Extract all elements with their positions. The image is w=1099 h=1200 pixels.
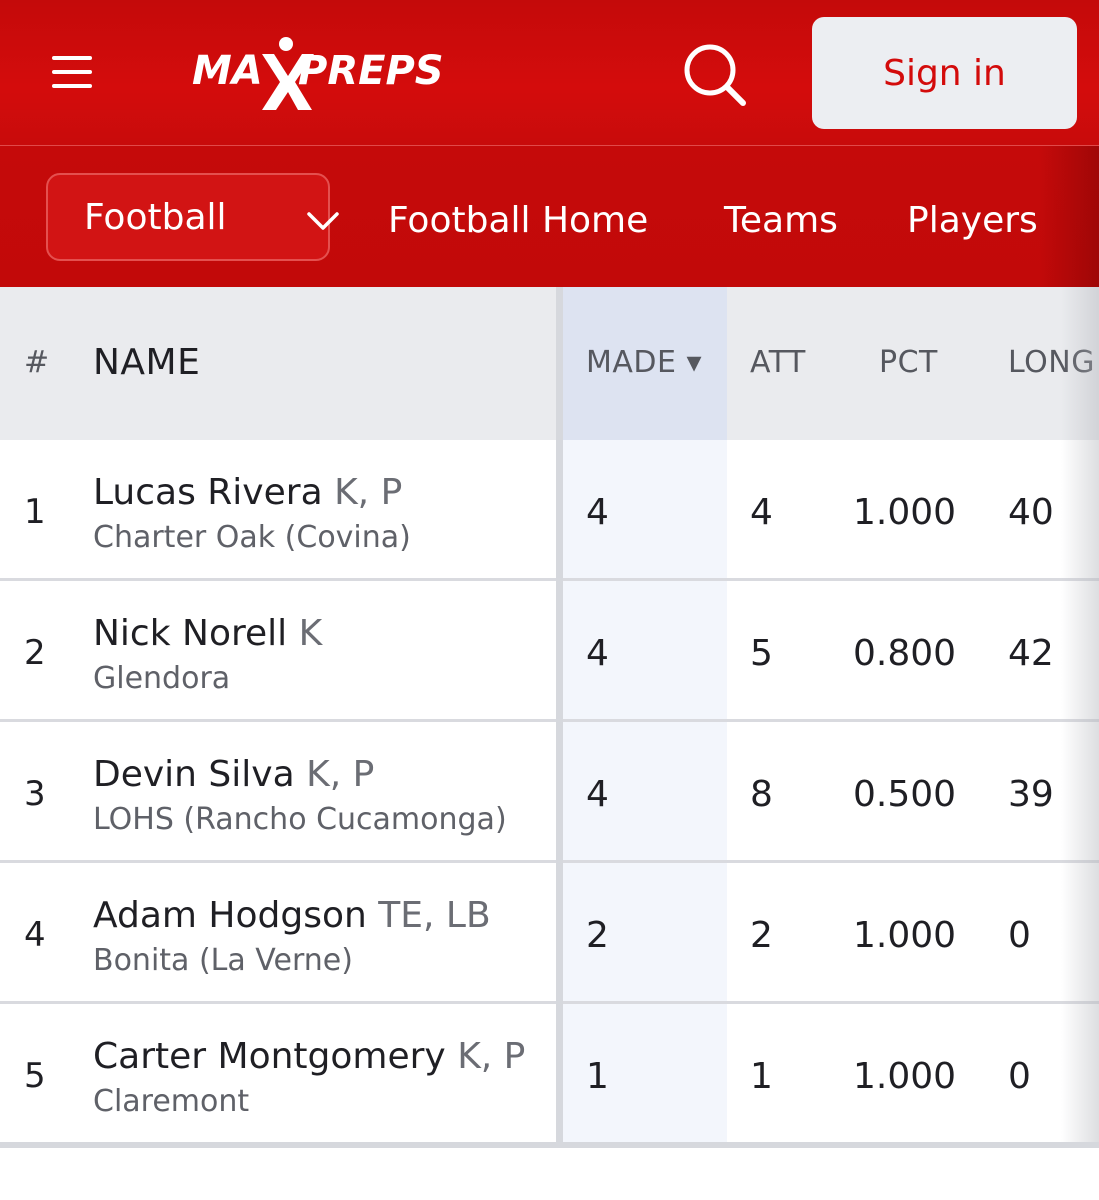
cell-made: 2 [586, 915, 609, 956]
column-header-rank[interactable]: # [24, 345, 50, 380]
search-button[interactable] [680, 42, 750, 108]
chevron-down-icon [307, 212, 339, 230]
cell-long: 39 [1008, 774, 1054, 815]
sport-dropdown-label: Football [84, 196, 227, 238]
player-name[interactable]: Adam Hodgson [93, 895, 367, 936]
cell-long: 0 [1008, 915, 1031, 956]
table-row[interactable]: 1 Lucas Rivera K, P Charter Oak (Covina)… [0, 440, 1099, 581]
cell-pct: 0.800 [853, 633, 957, 674]
table-row[interactable]: 5 Carter Montgomery K, P Claremont 1 1 1… [0, 1004, 1099, 1145]
player-school[interactable]: Bonita (La Verne) [93, 943, 353, 978]
player-school[interactable]: Charter Oak (Covina) [93, 520, 411, 555]
player-position: K, P [306, 754, 375, 795]
row-rank: 1 [24, 492, 46, 532]
logo-x-figure [262, 37, 314, 110]
player-name[interactable]: Carter Montgomery [93, 1036, 446, 1077]
maxpreps-logo[interactable]: MA PREPS [190, 32, 450, 114]
sorted-column-bg [563, 440, 727, 1145]
table-header [0, 287, 1099, 440]
table-bottom-rule [0, 1142, 1099, 1148]
column-header-att[interactable]: ATT [750, 345, 806, 380]
sport-dropdown[interactable]: Football [46, 173, 339, 261]
table-row[interactable]: 4 Adam Hodgson TE, LB Bonita (La Verne) … [0, 863, 1099, 1004]
sorted-column-header-bg [563, 287, 727, 440]
search-icon [684, 44, 746, 106]
nav-link-players[interactable]: Players [907, 200, 1038, 241]
player-name-line: Devin Silva K, P [93, 754, 374, 796]
cell-att: 8 [750, 774, 773, 815]
logo-text-preps: PREPS [298, 48, 444, 94]
cell-att: 1 [750, 1056, 773, 1097]
nav-link-football-home[interactable]: Football Home [388, 200, 649, 241]
table-scroll-fade [1061, 287, 1099, 1145]
row-rank: 4 [24, 915, 46, 955]
player-name[interactable]: Nick Norell [93, 613, 288, 654]
row-rank: 3 [24, 774, 46, 814]
player-name[interactable]: Devin Silva [93, 754, 295, 795]
nav-link-teams[interactable]: Teams [724, 200, 838, 241]
cell-att: 2 [750, 915, 773, 956]
cell-long: 0 [1008, 1056, 1031, 1097]
cell-made: 4 [586, 633, 609, 674]
player-name-line: Lucas Rivera K, P [93, 472, 402, 514]
player-position: TE, LB [378, 895, 491, 936]
sticky-column-divider [556, 287, 563, 1145]
cell-made: 4 [586, 492, 609, 533]
table-row[interactable]: 3 Devin Silva K, P LOHS (Rancho Cucamong… [0, 722, 1099, 863]
sport-nav-bar: Football Football Home Teams Players [0, 145, 1099, 288]
player-school[interactable]: LOHS (Rancho Cucamonga) [93, 802, 507, 837]
row-rank: 2 [24, 633, 46, 673]
player-position: K [298, 613, 323, 654]
hamburger-menu-icon[interactable] [52, 52, 94, 92]
player-position: K, P [457, 1036, 526, 1077]
nav-scroll-fade [1039, 146, 1099, 288]
column-header-pct[interactable]: PCT [879, 345, 938, 380]
sign-in-button[interactable]: Sign in [812, 17, 1077, 129]
cell-made: 1 [586, 1056, 609, 1097]
cell-pct: 1.000 [853, 492, 957, 533]
stats-table: # NAME MADE ▾ ATT PCT LONG 1 Lucas River… [0, 287, 1099, 1147]
cell-long: 40 [1008, 492, 1054, 533]
row-rank: 5 [24, 1056, 46, 1096]
logo-text-max: MA [192, 48, 263, 94]
cell-long: 42 [1008, 633, 1054, 674]
player-name-line: Nick Norell K [93, 613, 322, 655]
cell-made: 4 [586, 774, 609, 815]
cell-pct: 1.000 [853, 915, 957, 956]
player-school[interactable]: Claremont [93, 1084, 250, 1119]
column-header-name[interactable]: NAME [93, 342, 201, 383]
cell-att: 5 [750, 633, 773, 674]
column-header-long[interactable]: LONG [1008, 345, 1095, 380]
cell-pct: 0.500 [853, 774, 957, 815]
player-name-line: Adam Hodgson TE, LB [93, 895, 491, 937]
cell-att: 4 [750, 492, 773, 533]
player-position: K, P [334, 472, 403, 513]
player-name-line: Carter Montgomery K, P [93, 1036, 525, 1078]
player-school[interactable]: Glendora [93, 661, 231, 696]
column-header-made[interactable]: MADE ▾ [586, 345, 703, 380]
cell-pct: 1.000 [853, 1056, 957, 1097]
table-row[interactable]: 2 Nick Norell K Glendora 4 5 0.800 42 [0, 581, 1099, 722]
top-header: MA PREPS Sign in [0, 0, 1099, 145]
player-name[interactable]: Lucas Rivera [93, 472, 323, 513]
